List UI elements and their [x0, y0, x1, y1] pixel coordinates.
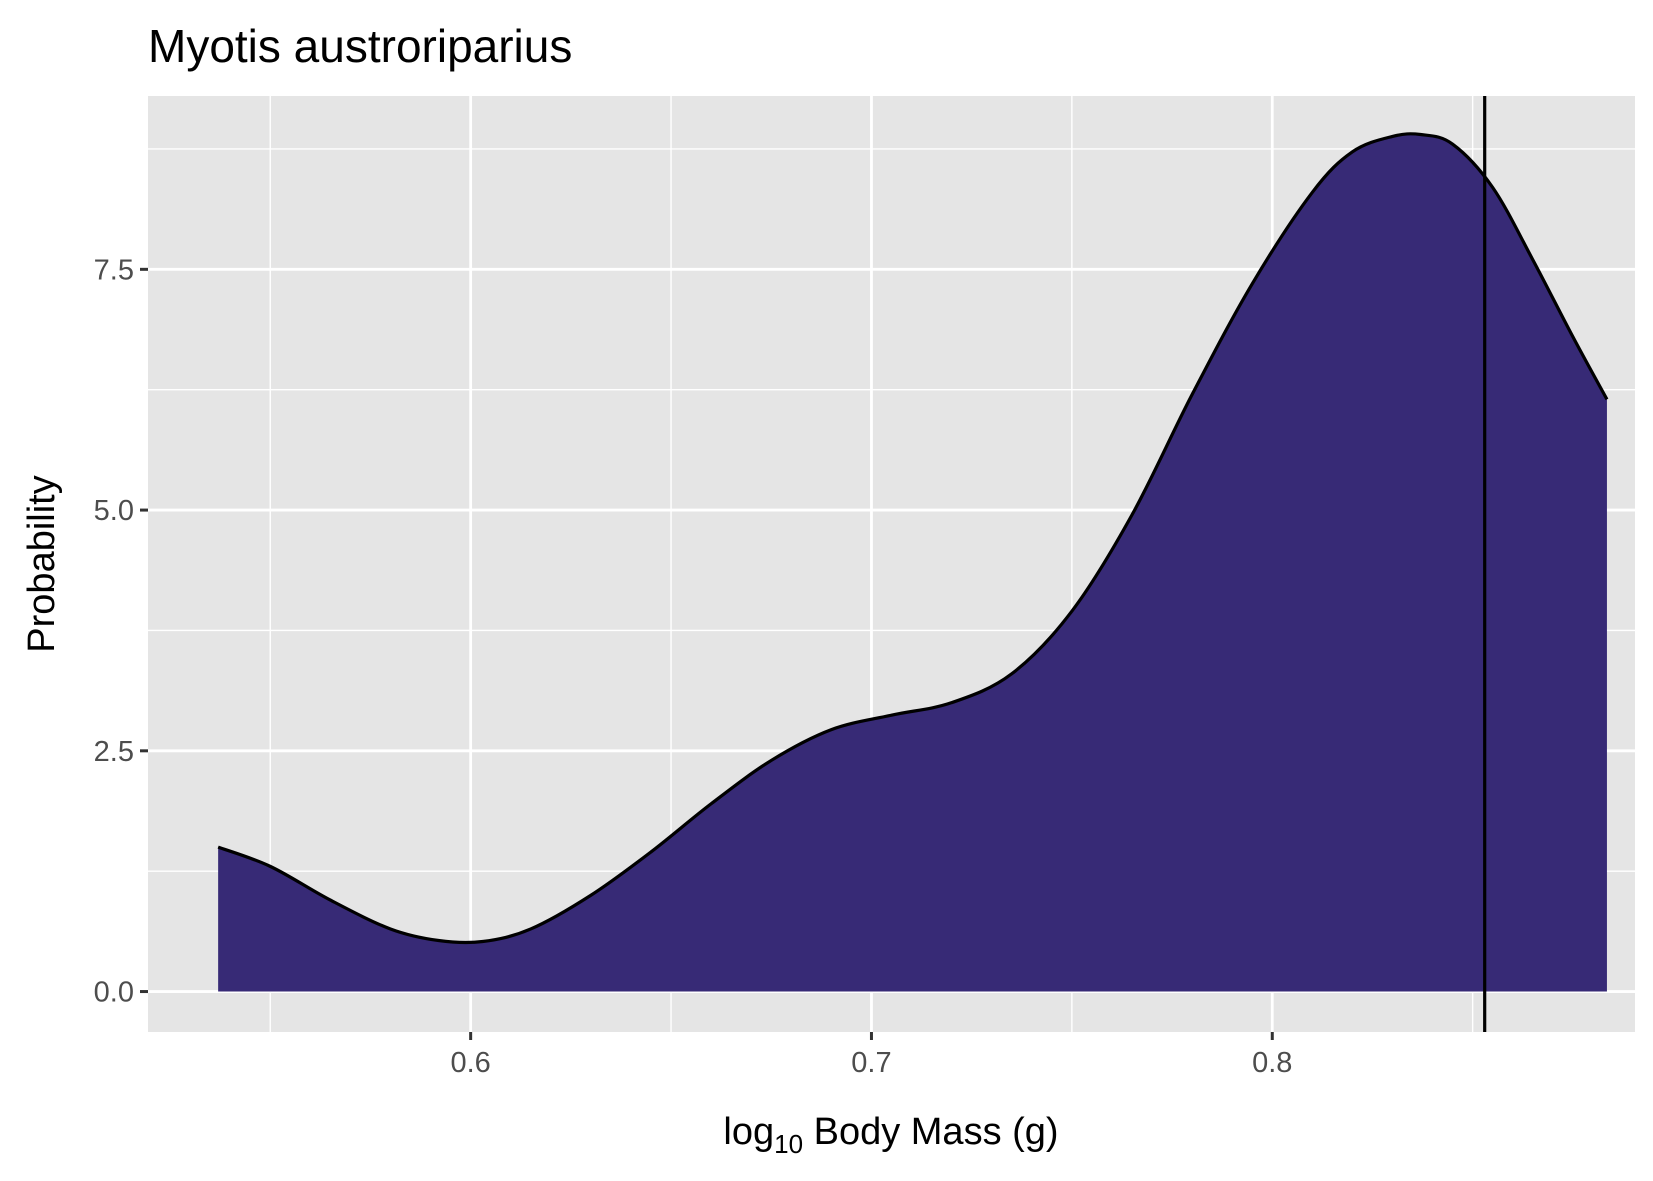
- x-tick-label: 0.8: [1252, 1047, 1292, 1079]
- density-line: [217, 132, 1609, 945]
- x-axis: 0.6 0.7 0.8: [450, 1032, 1292, 1079]
- x-axis-title-prefix: log: [723, 1111, 774, 1153]
- y-tick-label: 7.5: [94, 254, 134, 286]
- x-axis-title-subscript: 10: [774, 1129, 803, 1159]
- x-tick-label: 0.6: [450, 1047, 490, 1079]
- x-axis-title: log10 Body Mass (g): [723, 1111, 1058, 1159]
- y-axis-title: Probability: [21, 475, 63, 652]
- chart-title: Myotis austroriparius: [148, 20, 572, 72]
- y-tick-label: 0.0: [94, 977, 134, 1009]
- x-axis-title-suffix: Body Mass (g): [803, 1111, 1059, 1153]
- y-tick-label: 2.5: [94, 736, 134, 768]
- y-axis: 0.0 2.5 5.0 7.5: [94, 254, 148, 1009]
- density-area: [218, 133, 1607, 992]
- x-tick-label: 0.7: [851, 1047, 891, 1079]
- y-tick-label: 5.0: [94, 495, 134, 527]
